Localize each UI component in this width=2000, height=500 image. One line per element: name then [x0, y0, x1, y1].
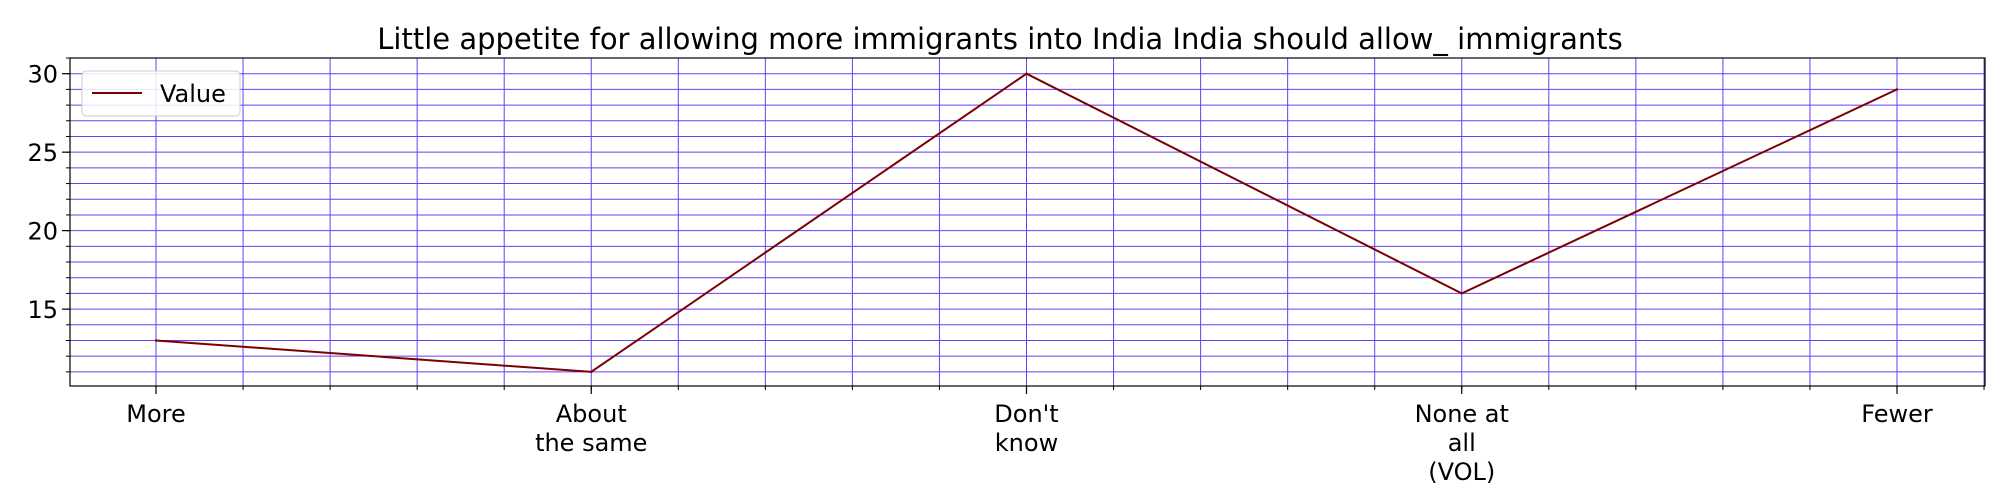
- x-tick-label-line: all: [1448, 429, 1476, 457]
- x-tick-label-line: know: [995, 429, 1058, 457]
- y-tick-label: 30: [27, 61, 58, 89]
- x-tick-label-line: Fewer: [1861, 400, 1933, 428]
- data-point: [1460, 292, 1463, 295]
- y-tick-label: 15: [27, 296, 58, 324]
- x-tick-label: None at all (VOL): [1415, 400, 1509, 486]
- legend-label: Value: [160, 80, 226, 108]
- x-tick-label: More: [126, 400, 186, 428]
- plot-frame: [69, 57, 1986, 387]
- x-tick-label-line: (VOL): [1428, 458, 1495, 486]
- chart-title: Little appetite for allowing more immigr…: [377, 22, 1622, 56]
- x-tick-label-line: More: [126, 400, 186, 428]
- data-point: [590, 370, 593, 374]
- y-tick-label: 25: [27, 139, 58, 167]
- x-tick-label: About the same: [535, 400, 647, 457]
- x-tick-label: Don't know: [994, 400, 1058, 457]
- series-layer: [154, 72, 1899, 374]
- data-point: [1025, 72, 1028, 75]
- y-tick-label: 20: [27, 218, 58, 246]
- legend: Value: [81, 70, 241, 117]
- x-tick-label-line: Don't: [994, 400, 1058, 428]
- data-point: [154, 339, 158, 342]
- data-point: [1895, 88, 1899, 91]
- axes-layer: 15 20 25 30 More About the same Don't know None a…: [27, 57, 1986, 486]
- x-tick-label: Fewer: [1861, 400, 1933, 428]
- x-tick-label-line: the same: [535, 429, 647, 457]
- x-tick-label-line: About: [556, 400, 627, 428]
- legend-box: [81, 70, 241, 117]
- grid-layer: [70, 57, 1985, 386]
- x-tick-label-line: None at: [1415, 400, 1509, 428]
